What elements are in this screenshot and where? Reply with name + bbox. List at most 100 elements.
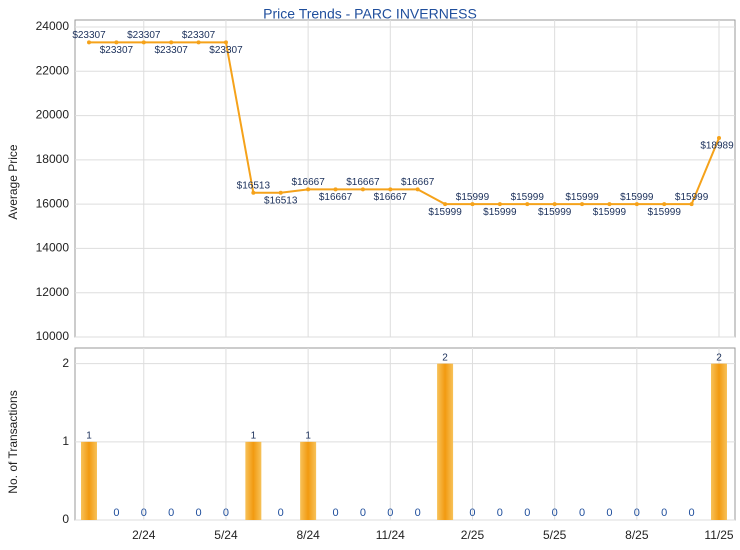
value-label: 0 <box>606 507 612 519</box>
point <box>470 202 475 207</box>
value-label: 0 <box>278 507 284 519</box>
value-label: $23307 <box>100 45 134 56</box>
point <box>306 187 311 192</box>
bar <box>81 441 97 520</box>
value-label: $23307 <box>127 30 161 41</box>
y-tick-label: 24000 <box>36 19 70 33</box>
y-axis-title: No. of Transactions <box>6 390 20 493</box>
value-label: 0 <box>196 507 202 519</box>
point <box>388 187 393 192</box>
point <box>662 202 667 207</box>
y-tick-label: 2 <box>62 356 69 370</box>
value-label: 2 <box>442 352 448 363</box>
point <box>141 40 146 45</box>
value-label: 2 <box>716 352 722 363</box>
value-label: $15999 <box>675 192 709 203</box>
price-line <box>89 41 720 206</box>
x-tick-label: 2/24 <box>132 528 156 542</box>
value-label: $16667 <box>401 177 435 188</box>
value-label: 0 <box>168 507 174 519</box>
point <box>333 187 338 192</box>
value-label: $15999 <box>456 192 490 203</box>
chart-title: Price Trends - PARC INVERNESS <box>263 6 477 22</box>
x-tick-label: 8/25 <box>625 528 649 542</box>
point <box>278 190 283 195</box>
point <box>689 202 694 207</box>
value-label: $15999 <box>428 207 462 218</box>
point <box>607 202 612 207</box>
point <box>223 40 228 45</box>
value-label: 0 <box>524 507 530 519</box>
x-tick-label: 11/24 <box>376 528 405 542</box>
y-tick-label: 14000 <box>36 241 70 255</box>
point <box>717 135 721 140</box>
point <box>251 190 256 195</box>
x-tick-label: 5/24 <box>214 528 238 542</box>
value-label: 1 <box>251 430 257 441</box>
value-label: 1 <box>86 430 92 441</box>
value-label: $23307 <box>72 30 106 41</box>
value-label: $15999 <box>511 192 545 203</box>
value-label: 0 <box>415 507 421 519</box>
value-label: $15999 <box>648 207 682 218</box>
value-label: $15999 <box>565 192 599 203</box>
y-tick-label: 16000 <box>36 196 70 210</box>
point <box>415 187 420 192</box>
bar <box>300 441 317 520</box>
value-label: $23307 <box>182 30 216 41</box>
value-label: $16513 <box>264 195 298 206</box>
bar <box>711 363 727 520</box>
y-tick-label: 1 <box>62 434 69 448</box>
value-label: $15999 <box>620 192 654 203</box>
point <box>580 202 585 207</box>
y-tick-label: 0 <box>62 512 69 526</box>
value-label: 0 <box>360 507 366 519</box>
plot-area <box>74 347 736 521</box>
value-label: 0 <box>689 507 695 519</box>
value-label: $16667 <box>291 177 325 188</box>
point <box>525 202 530 207</box>
point <box>497 202 502 207</box>
value-label: 0 <box>552 507 558 519</box>
point <box>87 40 91 45</box>
value-label: $15999 <box>483 207 517 218</box>
value-label: $18989 <box>700 141 734 152</box>
point <box>169 40 174 45</box>
value-label: $15999 <box>538 207 572 218</box>
value-label: $16667 <box>319 192 353 203</box>
value-label: $23307 <box>209 45 243 56</box>
x-tick-label: 11/25 <box>704 528 733 542</box>
value-label: $16513 <box>237 180 271 191</box>
x-tick-label: 5/25 <box>543 528 567 542</box>
y-tick-label: 20000 <box>36 108 70 122</box>
value-label: 0 <box>469 507 475 519</box>
value-label: 0 <box>634 507 640 519</box>
value-label: 0 <box>141 507 147 519</box>
value-label: 0 <box>579 507 585 519</box>
point <box>360 187 365 192</box>
value-label: 0 <box>497 507 503 519</box>
value-label: $15999 <box>593 207 627 218</box>
value-label: $16667 <box>346 177 380 188</box>
value-label: 0 <box>223 507 229 519</box>
y-axis-title: Average Price <box>6 144 20 219</box>
value-label: 0 <box>113 507 119 519</box>
bar <box>245 441 262 520</box>
point <box>443 202 448 207</box>
value-label: 0 <box>387 507 393 519</box>
y-tick-label: 12000 <box>36 285 70 299</box>
x-tick-label: 8/24 <box>296 528 320 542</box>
point <box>634 202 639 207</box>
value-label: 0 <box>332 507 338 519</box>
point <box>114 40 119 45</box>
y-tick-label: 22000 <box>36 63 70 77</box>
point <box>552 202 557 207</box>
point <box>196 40 201 45</box>
x-tick-label: 2/25 <box>461 528 485 542</box>
value-label: $16667 <box>374 192 408 203</box>
value-label: 0 <box>661 507 667 519</box>
bar <box>437 363 454 520</box>
value-label: 1 <box>305 430 311 441</box>
y-tick-label: 10000 <box>36 329 70 343</box>
